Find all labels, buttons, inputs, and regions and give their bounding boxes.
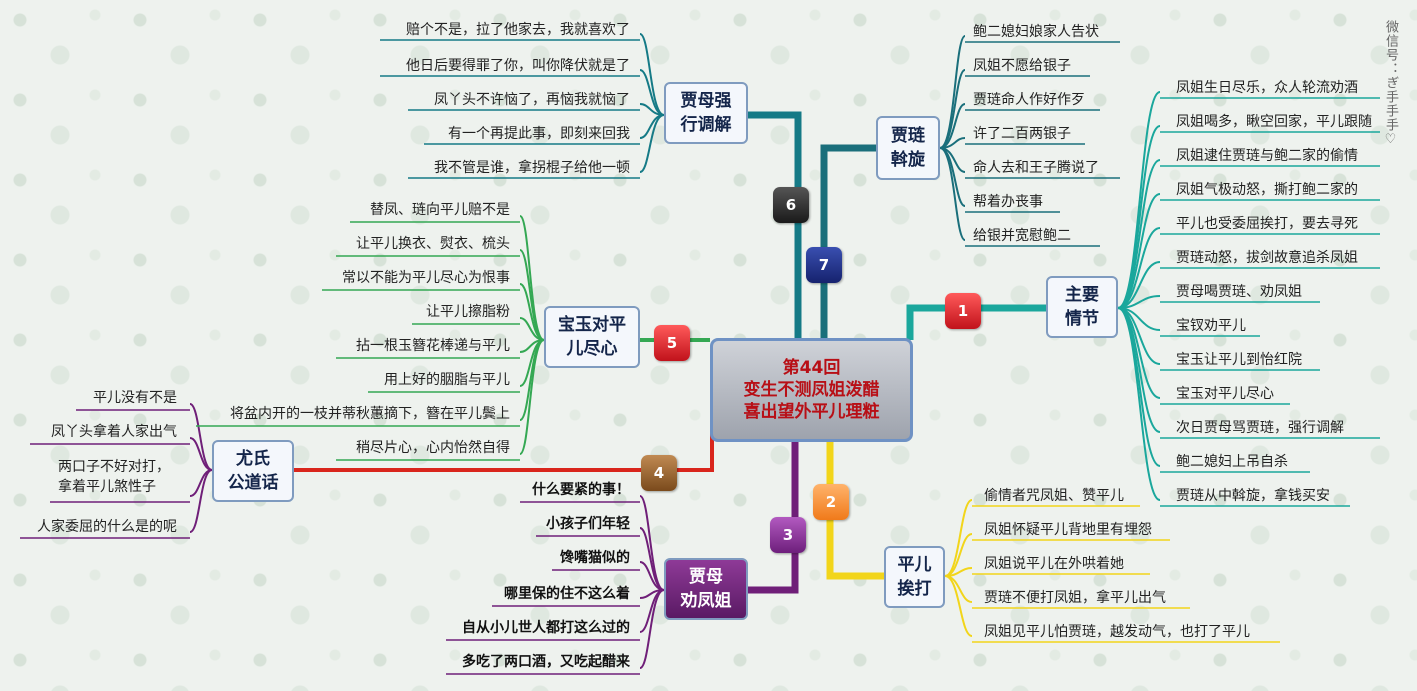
branch-grandmother-mediates-node: 贾母强 行调解 bbox=[664, 82, 748, 144]
branch-number-badge: 1 bbox=[945, 293, 981, 329]
branch-label-line: 平儿 bbox=[897, 555, 932, 575]
leaf-jialian-mediates: 给银并宽慰鲍二 bbox=[973, 228, 1071, 244]
branch-label-line: 宝玉对平 bbox=[558, 315, 626, 335]
branch-label-line: 贾母强 bbox=[680, 91, 732, 111]
branch-youshi-fair-words-node: 尤氏 公道话 bbox=[212, 440, 294, 502]
leaf-main-plot: 平儿也受委屈挨打，要去寻死 bbox=[1176, 216, 1358, 232]
leaf-youshi-fair-words: 人家委屈的什么是的呢 bbox=[37, 519, 177, 535]
branch-number-badge: 2 bbox=[813, 484, 849, 520]
branch-label-line: 劝凤姐 bbox=[680, 591, 732, 611]
leaf-grandmother-advises: 哪里保的住不这么着 bbox=[504, 586, 630, 602]
leaf-pinger-beaten: 贾琏不便打凤姐，拿平儿出气 bbox=[984, 590, 1166, 606]
leaf-grandmother-advises: 小孩子们年轻 bbox=[546, 516, 630, 532]
leaf-main-plot: 贾琏从中斡旋，拿钱买安 bbox=[1176, 488, 1330, 504]
branch-number-badge: 4 bbox=[641, 455, 677, 491]
leaf-pinger-beaten: 凤姐见平儿怕贾琏，越发动气，也打了平儿 bbox=[984, 624, 1250, 640]
branch-baoyu-care-node: 宝玉对平 儿尽心 bbox=[544, 306, 640, 368]
branch-jialian-mediates-node: 贾琏 斡旋 bbox=[876, 116, 940, 180]
leaf-baoyu-care: 将盆内开的一枝并蒂秋蕙摘下，簪在平儿鬓上 bbox=[230, 406, 510, 422]
leaf-baoyu-care: 稍尽片心，心内怡然自得 bbox=[356, 440, 510, 456]
leaf-jialian-mediates: 鲍二媳妇娘家人告状 bbox=[973, 24, 1099, 40]
central-title-node: 第44回 变生不测凤姐泼醋 喜出望外平儿理粧 bbox=[710, 338, 913, 442]
chapter-title-line1: 变生不测凤姐泼醋 bbox=[743, 380, 880, 400]
leaf-jialian-mediates: 凤姐不愿给银子 bbox=[973, 58, 1071, 74]
branch-label-line: 挨打 bbox=[897, 579, 932, 599]
leaf-baoyu-care: 用上好的胭脂与平儿 bbox=[384, 372, 510, 388]
branch-number-badge: 7 bbox=[806, 247, 842, 283]
leaf-jialian-mediates: 贾琏命人作好作歹 bbox=[973, 92, 1085, 108]
branch-label-line: 贾母 bbox=[689, 567, 723, 587]
leaf-jialian-mediates: 帮着办丧事 bbox=[973, 194, 1043, 210]
leaf-grandmother-advises: 多吃了两口酒，又吃起醋来 bbox=[462, 654, 630, 670]
branch-label-line: 情节 bbox=[1065, 309, 1099, 329]
leaf-pinger-beaten: 凤姐怀疑平儿背地里有埋怨 bbox=[984, 522, 1152, 538]
leaf-grandmother-mediates: 有一个再提此事，即刻来回我 bbox=[448, 126, 630, 142]
leaf-main-plot: 凤姐生日尽乐，众人轮流劝酒 bbox=[1176, 80, 1358, 96]
leaf-grandmother-advises: 什么要紧的事！ bbox=[532, 482, 630, 498]
branch-label-line: 尤氏 bbox=[236, 449, 270, 469]
watermark-text: 微信号：ぎ手手手♡ bbox=[1383, 20, 1398, 148]
leaf-baoyu-care: 让平儿擦脂粉 bbox=[426, 304, 510, 320]
leaf-jialian-mediates: 命人去和王子腾说了 bbox=[973, 160, 1099, 176]
leaf-main-plot: 凤姐气极动怒，撕打鲍二家的 bbox=[1176, 182, 1358, 198]
leaf-pinger-beaten: 偷情者咒凤姐、赞平儿 bbox=[984, 488, 1124, 504]
leaf-baoyu-care: 常以不能为平儿尽心为恨事 bbox=[342, 270, 510, 286]
leaf-main-plot: 贾琏动怒，拔剑故意追杀凤姐 bbox=[1176, 250, 1358, 266]
leaf-grandmother-advises: 馋嘴猫似的 bbox=[560, 550, 630, 566]
leaf-youshi-fair-words: 拿着平儿煞性子 bbox=[58, 479, 156, 495]
leaf-main-plot: 贾母喝贾琏、劝凤姐 bbox=[1176, 284, 1302, 300]
branch-number-badge: 5 bbox=[654, 325, 690, 361]
branch-main-plot-node: 主要 情节 bbox=[1046, 276, 1118, 338]
leaf-baoyu-care: 让平儿换衣、熨衣、梳头 bbox=[356, 236, 510, 252]
leaf-main-plot: 次日贾母骂贾琏，强行调解 bbox=[1176, 420, 1344, 436]
branch-number-badge: 6 bbox=[773, 187, 809, 223]
leaf-grandmother-advises: 自从小儿世人都打这么过的 bbox=[462, 620, 630, 636]
leaf-pinger-beaten: 凤姐说平儿在外哄着她 bbox=[984, 556, 1124, 572]
leaf-grandmother-mediates: 赔个不是，拉了他家去，我就喜欢了 bbox=[406, 22, 630, 38]
branch-label-line: 主要 bbox=[1065, 285, 1099, 305]
leaf-grandmother-mediates: 他日后要得罪了你，叫你降伏就是了 bbox=[406, 58, 630, 74]
leaf-baoyu-care: 替凤、琏向平儿赔不是 bbox=[370, 202, 510, 218]
leaf-main-plot: 凤姐逮住贾琏与鲍二家的偷情 bbox=[1176, 148, 1358, 164]
branch-pinger-beaten-node: 平儿 挨打 bbox=[884, 546, 945, 608]
leaf-baoyu-care: 拈一根玉簪花棒递与平儿 bbox=[356, 338, 510, 354]
leaf-main-plot: 鲍二媳妇上吊自杀 bbox=[1176, 454, 1288, 470]
branch-label-line: 行调解 bbox=[680, 115, 732, 135]
branch-label-line: 贾琏 bbox=[891, 126, 925, 146]
leaf-grandmother-mediates: 凤丫头不许恼了，再恼我就恼了 bbox=[434, 92, 630, 108]
leaf-main-plot: 宝钗劝平儿 bbox=[1176, 318, 1246, 334]
branch-number-badge: 3 bbox=[770, 517, 806, 553]
leaf-youshi-fair-words: 两口子不好对打， bbox=[58, 459, 170, 475]
leaf-main-plot: 宝玉对平儿尽心 bbox=[1176, 386, 1274, 402]
chapter-title-line2: 喜出望外平儿理粧 bbox=[743, 402, 880, 422]
leaf-main-plot: 凤姐喝多，瞅空回家，平儿跟随 bbox=[1176, 114, 1372, 130]
branch-label-line: 儿尽心 bbox=[566, 339, 618, 359]
leaf-main-plot: 宝玉让平儿到怡红院 bbox=[1176, 352, 1302, 368]
leaf-jialian-mediates: 许了二百两银子 bbox=[973, 126, 1071, 142]
branch-label-line: 斡旋 bbox=[891, 150, 925, 170]
branch-grandmother-advises-node: 贾母 劝凤姐 bbox=[664, 558, 748, 620]
leaf-grandmother-mediates: 我不管是谁，拿拐棍子给他一顿 bbox=[434, 160, 630, 176]
branch-label-line: 公道话 bbox=[227, 473, 279, 493]
chapter-number: 第44回 bbox=[782, 358, 841, 378]
leaf-youshi-fair-words: 平儿没有不是 bbox=[93, 390, 177, 406]
leaf-youshi-fair-words: 凤丫头拿着人家出气 bbox=[51, 424, 177, 440]
